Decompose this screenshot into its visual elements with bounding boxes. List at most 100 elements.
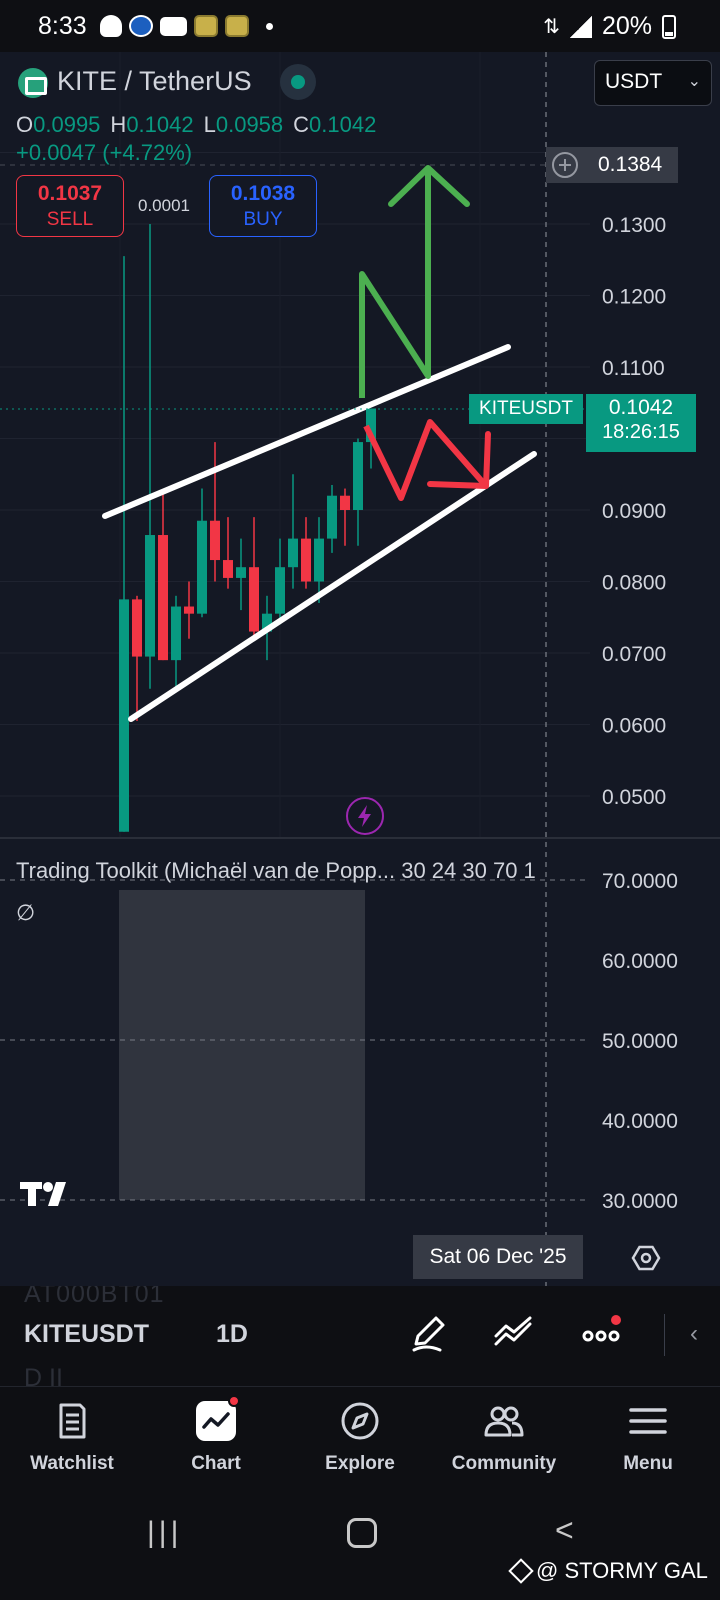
high-value: 0.1042 <box>126 112 194 137</box>
system-navigation-bar: ||| < @ STORMY GAL <box>0 1494 720 1600</box>
symbol-selector[interactable]: KITEUSDT <box>24 1320 149 1348</box>
price-axis-label: 0.1100 <box>602 357 665 380</box>
channel-upper-trendline <box>102 344 511 519</box>
close-value: 0.1042 <box>309 112 377 137</box>
indicator-axis-label: 30.0000 <box>602 1190 678 1213</box>
candle-body <box>366 408 376 443</box>
price-axis-label: 0.0600 <box>602 715 666 738</box>
candle-body <box>327 495 337 539</box>
chart-grid <box>0 52 590 838</box>
ghost-text-bottom: D II <box>24 1364 63 1386</box>
watchlist-icon <box>59 1403 86 1439</box>
community-icon <box>484 1406 524 1437</box>
crosshair-price-label[interactable]: 0.1384 <box>546 147 678 183</box>
binance-logo-icon <box>508 1558 534 1584</box>
signal-icon <box>569 15 592 38</box>
channel-lower-trendline <box>128 451 537 722</box>
price-axis-label: 0.0900 <box>602 500 666 523</box>
app-notification-icon <box>129 15 153 37</box>
close-label: C <box>293 112 310 137</box>
pair-title[interactable]: KITE / TetherUS <box>57 66 252 96</box>
nav-explore[interactable]: Explore <box>288 1387 432 1494</box>
battery-level: 20% <box>601 12 652 40</box>
time-axis-label: Sat 06 Dec '25 <box>413 1235 583 1279</box>
last-price-value: 0.1042 <box>608 396 674 419</box>
notification-icons <box>100 12 273 40</box>
bearish-arrow-head <box>427 431 491 489</box>
coin-app-icon <box>194 15 218 37</box>
candle-body <box>249 567 259 632</box>
sell-button[interactable]: 0.1037 SELL <box>16 175 124 237</box>
candle <box>353 438 363 546</box>
candle-body <box>340 495 350 510</box>
nav-community[interactable]: Community <box>432 1387 576 1494</box>
nav-label-menu: Menu <box>623 1453 673 1474</box>
price-change: +0.0047 (+4.72%) <box>16 140 193 165</box>
more-notifications-icon <box>266 22 273 30</box>
indicator-axis-label: 50.0000 <box>602 1030 678 1053</box>
symbol-toolbar: AT000BT01 KITEUSDT 1D ‹ D II <box>0 1286 720 1386</box>
more-options-icon[interactable] <box>580 1312 624 1356</box>
home-button[interactable] <box>347 1518 377 1548</box>
add-alert-icon[interactable] <box>546 147 584 183</box>
price-axis-label: 0.1200 <box>602 286 666 309</box>
price-axis: 0.1300 0.1200 0.1100 0.0900 0.0800 0.0700 0.06… <box>602 214 666 809</box>
nav-label-explore: Explore <box>325 1453 395 1474</box>
nav-watchlist[interactable]: Watchlist <box>0 1387 144 1494</box>
nav-chart[interactable]: Chart <box>144 1387 288 1494</box>
open-label: O <box>16 112 34 137</box>
candle-body <box>314 538 324 582</box>
low-value: 0.0958 <box>215 112 284 137</box>
bearish-zigzag-path <box>363 419 489 501</box>
buy-price: 0.1038 <box>230 182 296 205</box>
indicator-title[interactable]: Trading Toolkit (Michaël van de Popp... … <box>16 858 536 883</box>
nav-menu[interactable]: Menu <box>576 1387 720 1494</box>
candle <box>327 484 337 553</box>
menu-icon <box>629 1408 667 1434</box>
interval-selector[interactable]: 1D <box>216 1320 248 1348</box>
market-open-indicator-icon[interactable] <box>280 64 316 100</box>
bullish-arrow-head <box>388 165 470 207</box>
candle <box>288 474 298 589</box>
drawing-tools-icon[interactable] <box>492 1312 536 1356</box>
candle <box>340 488 350 546</box>
candle <box>184 581 194 639</box>
data-transfer-icon: ⇅ <box>543 16 560 38</box>
spread-value: 0.0001 <box>138 196 190 215</box>
last-price-symbol-tag: KITEUSDT <box>469 394 583 424</box>
pencil-icon[interactable] <box>406 1312 450 1356</box>
system-status: ⇅ 20% <box>543 12 676 41</box>
candle-body <box>353 442 363 510</box>
collapse-toolbar-icon[interactable]: ‹ <box>690 1320 698 1347</box>
nav-label-chart: Chart <box>191 1453 241 1474</box>
chevron-down-icon: ⌄ <box>687 73 701 90</box>
price-chart[interactable]: 0.1300 0.1200 0.1100 0.0900 0.0800 0.0700 0.06… <box>0 52 720 1286</box>
candles <box>119 224 376 832</box>
recents-button[interactable]: ||| <box>147 1516 183 1549</box>
status-bar: 8:33 ⇅ 20% <box>0 0 720 52</box>
candle-body <box>171 606 181 661</box>
candle <box>210 442 220 582</box>
indicator-hidden-icon[interactable]: ∅ <box>16 900 36 925</box>
indicator-axis-label: 60.0000 <box>602 950 678 973</box>
battery-icon <box>662 14 676 39</box>
buy-button[interactable]: 0.1038 BUY <box>209 175 317 237</box>
tradingview-logo-icon <box>20 1180 78 1213</box>
compass-icon <box>341 1402 379 1440</box>
coin-app-icon-2 <box>225 15 249 37</box>
lightning-icon[interactable] <box>346 797 384 835</box>
candle-body <box>301 538 311 582</box>
ohlc-legend: O0.0995 H0.1042 L0.0958 C0.1042 <box>16 112 376 138</box>
buy-label: BUY <box>243 209 283 230</box>
indicator-shaded-zone <box>119 890 365 1200</box>
chart-settings-icon <box>631 1245 661 1271</box>
currency-select[interactable]: USDT ⌄ <box>594 60 712 106</box>
chart-notification-badge <box>228 1395 240 1407</box>
back-button[interactable]: < <box>555 1512 574 1548</box>
candle <box>158 492 168 661</box>
candle-body <box>223 560 233 578</box>
watermark-text: @ STORMY GAL <box>536 1558 708 1583</box>
price-axis-label: 0.0800 <box>602 572 666 595</box>
indicator-axis-label: 70.0000 <box>602 870 678 893</box>
bar-countdown: 18:26:15 <box>602 421 680 443</box>
